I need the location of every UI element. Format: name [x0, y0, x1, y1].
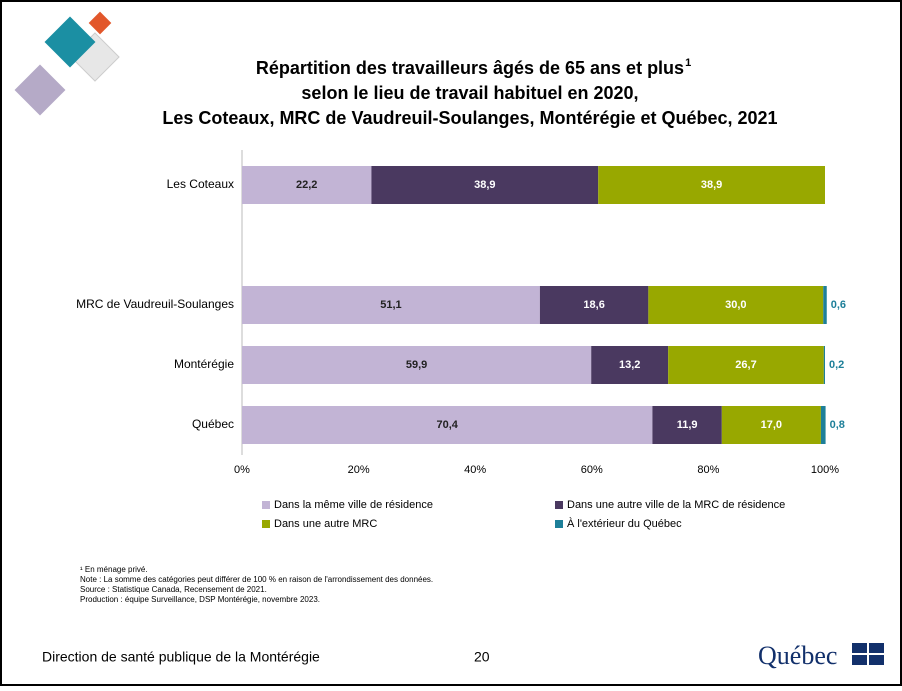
bar-segment — [821, 406, 826, 444]
data-label: 17,0 — [761, 419, 782, 431]
slide: Répartition des travailleurs âgés de 65 … — [0, 0, 902, 686]
data-label: 0,6 — [831, 299, 846, 311]
title-line: Répartition des travailleurs âgés de 65 … — [256, 58, 684, 78]
title-superscript: 1 — [685, 57, 691, 69]
x-tick-label: 80% — [697, 464, 719, 476]
data-label: 30,0 — [725, 299, 746, 311]
category-label: Montérégie — [174, 357, 234, 371]
data-label: 0,8 — [830, 419, 845, 431]
logo: Québec — [758, 641, 837, 670]
x-tick-label: 100% — [811, 464, 839, 476]
title-line: Les Coteaux, MRC de Vaudreuil-Soulanges,… — [162, 108, 777, 128]
data-label: 22,2 — [296, 179, 317, 191]
footnote: Production : équipe Surveillance, DSP Mo… — [80, 595, 320, 604]
data-label: 51,1 — [380, 299, 401, 311]
data-label: 18,6 — [583, 299, 604, 311]
category-label: MRC de Vaudreuil-Soulanges — [76, 297, 234, 311]
legend-label: Dans la même ville de résidence — [274, 499, 433, 511]
footnote: Source : Statistique Canada, Recensement… — [80, 585, 267, 594]
legend-label: À l'extérieur du Québec — [567, 517, 682, 530]
legend-swatch — [555, 520, 563, 528]
footer-organization: Direction de santé publique de la Montér… — [42, 649, 320, 665]
x-tick-label: 60% — [581, 464, 603, 476]
footnote: ¹ En ménage privé. — [80, 565, 148, 574]
x-tick-label: 20% — [348, 464, 370, 476]
page-number: 20 — [474, 649, 490, 665]
data-label: 0,2 — [829, 359, 844, 371]
data-label: 59,9 — [406, 359, 427, 371]
legend-swatch — [555, 501, 563, 509]
x-tick-label: 40% — [464, 464, 486, 476]
legend-label: Dans une autre ville de la MRC de réside… — [567, 499, 785, 511]
data-label: 70,4 — [437, 419, 459, 431]
data-label: 26,7 — [735, 359, 756, 371]
category-label: Les Coteaux — [167, 177, 234, 191]
bar-segment — [824, 346, 825, 384]
footnote: Note : La somme des catégories peut diff… — [80, 575, 433, 584]
data-label: 38,9 — [474, 179, 495, 191]
x-tick-label: 0% — [234, 464, 250, 476]
legend-swatch — [262, 520, 270, 528]
data-label: 38,9 — [701, 179, 722, 191]
data-label: 11,9 — [677, 419, 698, 431]
logo-flag — [852, 643, 884, 665]
legend-swatch — [262, 501, 270, 509]
bar-segment — [823, 286, 826, 324]
legend-label: Dans une autre MRC — [274, 518, 377, 530]
category-label: Québec — [192, 417, 234, 431]
title-line: selon le lieu de travail habituel en 202… — [301, 83, 638, 103]
data-label: 13,2 — [619, 359, 640, 371]
